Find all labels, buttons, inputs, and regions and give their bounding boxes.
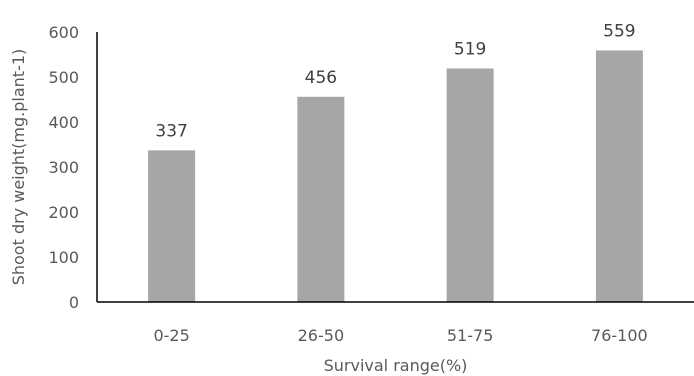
y-axis-tick-labels: 0 100 200 300 400 500 600 xyxy=(48,23,79,312)
y-tick-label: 100 xyxy=(48,248,79,267)
y-tick-label: 500 xyxy=(48,68,79,87)
data-label: 519 xyxy=(454,39,486,59)
x-tick-label: 76-100 xyxy=(591,326,648,345)
data-label: 456 xyxy=(305,68,337,88)
data-labels: 337 456 519 559 xyxy=(155,21,635,141)
y-tick-label: 200 xyxy=(48,203,79,222)
bar xyxy=(446,68,494,302)
x-tick-label: 26-50 xyxy=(298,326,345,345)
bar xyxy=(595,50,643,303)
x-axis-tick-labels: 0-25 26-50 51-75 76-100 xyxy=(153,326,647,345)
y-axis-title: Shoot dry weight(mg.plant-1) xyxy=(9,49,28,286)
y-tick-label: 300 xyxy=(48,158,79,177)
bars xyxy=(148,50,643,303)
x-tick-label: 51-75 xyxy=(447,326,494,345)
x-axis-title: Survival range(%) xyxy=(324,356,468,375)
bar xyxy=(148,150,196,302)
y-tick-label: 400 xyxy=(48,113,79,132)
y-tick-label: 0 xyxy=(69,293,79,312)
x-tick-label: 0-25 xyxy=(153,326,189,345)
data-label: 559 xyxy=(603,21,635,41)
bar xyxy=(297,96,345,302)
y-tick-label: 600 xyxy=(48,23,79,42)
data-label: 337 xyxy=(155,121,187,141)
